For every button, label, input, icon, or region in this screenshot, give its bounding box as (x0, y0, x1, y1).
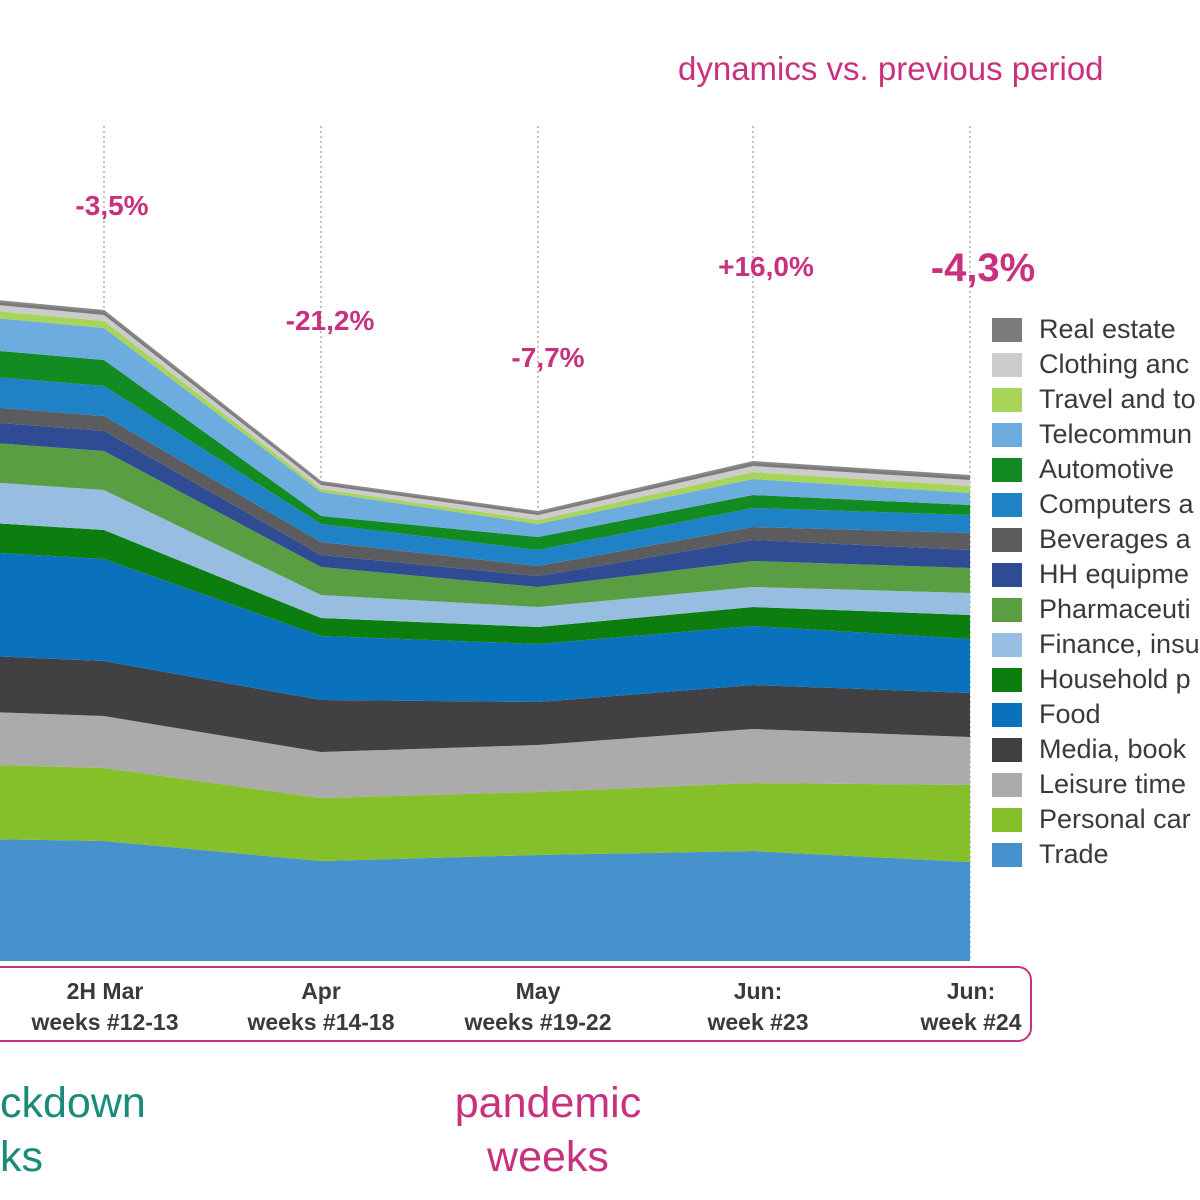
area-automotive (0, 350, 970, 550)
legend-swatch (992, 562, 1022, 587)
legend-swatch (992, 702, 1022, 727)
dynamics-annotation: -7,7% (511, 342, 584, 373)
legend-item: Real estate (992, 312, 1200, 347)
area-personal-car (0, 765, 970, 862)
legend-label: Personal car (1039, 804, 1191, 834)
legend-label: Telecommun (1039, 419, 1193, 449)
legend-item: Trade (992, 837, 1200, 872)
legend-swatch (992, 597, 1022, 622)
legend-label: HH equipme (1039, 559, 1190, 589)
legend-item: Automotive (992, 452, 1200, 487)
area-pharmaceuti (0, 443, 970, 607)
area-household-p (0, 523, 970, 644)
legend-label: Clothing anc (1039, 349, 1190, 379)
dynamics-annotation: -3,5% (75, 190, 148, 221)
legend-label: Computers a (1039, 489, 1194, 519)
area-trade (0, 839, 970, 961)
legend-swatch (992, 737, 1022, 762)
legend-item: Telecommun (992, 417, 1200, 452)
legend-swatch (992, 352, 1022, 377)
legend-item: Travel and to (992, 382, 1200, 417)
legend-swatch (992, 492, 1022, 517)
area-top-outline (0, 300, 971, 514)
area-food (0, 552, 970, 702)
legend-label: Media, book (1039, 734, 1187, 764)
area-finance-insu (0, 482, 970, 627)
legend-swatch (992, 387, 1022, 412)
legend-label: Food (1039, 699, 1101, 729)
legend-swatch (992, 807, 1022, 832)
area-media-book (0, 656, 970, 752)
area-beverages-a (0, 407, 970, 576)
area-layers (0, 301, 970, 961)
area-telecommun (0, 318, 970, 537)
legend-label: Leisure time (1039, 769, 1187, 799)
legend-label: Real estate (1039, 314, 1176, 344)
period-label-jun-24: Jun: week #24 (920, 978, 1022, 1035)
legend-item: Pharmaceuti (992, 592, 1200, 627)
legend-item: Food (992, 697, 1200, 732)
legend-item: Beverages a (992, 522, 1200, 557)
legend: Real estate Clothing anc Travel and to Tele… (992, 312, 1200, 872)
dynamics-annotation: +16,0% (718, 251, 814, 282)
dynamics-annotation: -21,2% (286, 305, 375, 336)
dynamics-annotation: -4,3% (931, 246, 1036, 290)
legend-item: Household p (992, 662, 1200, 697)
period-label-apr: Apr weeks #14-18 (247, 978, 395, 1035)
legend-label: Trade (1039, 839, 1109, 869)
period-label-jun-23: Jun: week #23 (707, 978, 809, 1035)
legend-item: Media, book (992, 732, 1200, 767)
period-label-may: May weeks #19-22 (464, 978, 612, 1035)
legend-swatch (992, 317, 1022, 342)
legend-label: Travel and to (1039, 384, 1196, 414)
legend-label: Beverages a (1039, 524, 1191, 554)
legend-label: Pharmaceuti (1039, 594, 1191, 624)
legend-item: HH equipme (992, 557, 1200, 592)
lockdown-weeks-label: ckdown ks (0, 1079, 146, 1181)
period-box (0, 966, 1032, 1042)
period-label-mar: 2H Mar weeks #12-13 (31, 978, 179, 1035)
legend-swatch (992, 422, 1022, 447)
legend-label: Finance, insu (1039, 629, 1200, 659)
legend-item: Clothing anc (992, 347, 1200, 382)
area-hh-equipme (0, 423, 970, 587)
legend-item: Personal car (992, 802, 1200, 837)
legend-item: Leisure time (992, 767, 1200, 802)
legend-swatch (992, 457, 1022, 482)
legend-swatch (992, 667, 1022, 692)
legend-swatch (992, 527, 1022, 552)
legend-swatch (992, 632, 1022, 657)
pandemic-weeks-label: pandemic weeks (454, 1079, 642, 1181)
area-leisure-time (0, 712, 970, 798)
legend-swatch (992, 842, 1022, 867)
area-computers-a (0, 377, 970, 566)
dynamics-title: dynamics vs. previous period (678, 50, 1104, 87)
legend-item: Finance, insu (992, 627, 1200, 662)
legend-label: Automotive (1039, 454, 1175, 484)
legend-label: Household p (1039, 664, 1191, 694)
legend-swatch (992, 772, 1022, 797)
legend-item: Computers a (992, 487, 1200, 522)
